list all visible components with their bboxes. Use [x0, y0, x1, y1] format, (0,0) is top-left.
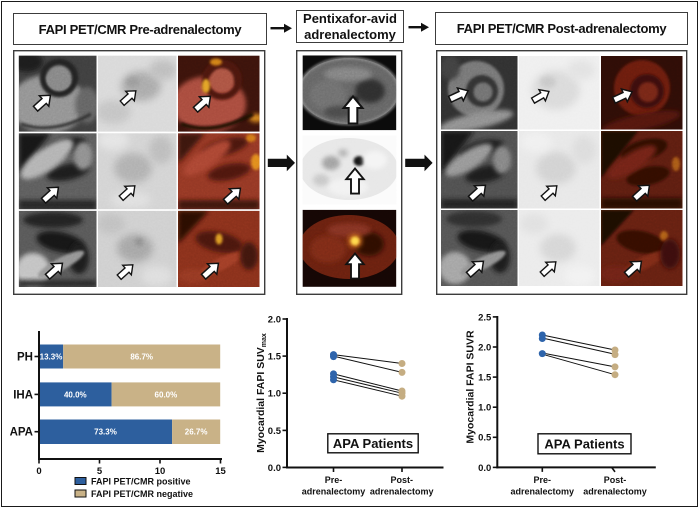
svg-text:0.0: 0.0 — [478, 463, 491, 474]
svg-text:1.0: 1.0 — [268, 389, 281, 400]
svg-text:FAPI PET/CMR positive: FAPI PET/CMR positive — [91, 477, 191, 487]
svg-text:10: 10 — [155, 466, 166, 477]
svg-text:73.3%: 73.3% — [94, 428, 117, 437]
svg-text:APA: APA — [10, 427, 33, 439]
svg-text:PH: PH — [17, 352, 33, 364]
svg-text:1.5: 1.5 — [268, 352, 282, 363]
svg-text:40.0%: 40.0% — [64, 390, 87, 399]
svg-text:5: 5 — [97, 466, 103, 477]
svg-text:60.0%: 60.0% — [155, 390, 178, 399]
svg-text:APA Patients: APA Patients — [544, 436, 624, 451]
svg-text:15: 15 — [215, 466, 226, 477]
svg-text:adrenalectomy: adrenalectomy — [302, 487, 366, 497]
svg-text:Post-: Post- — [604, 475, 627, 485]
svg-text:IHA: IHA — [13, 389, 33, 401]
svg-text:Myocardial FAPI SUVmax: Myocardial FAPI SUVmax — [255, 333, 268, 453]
svg-text:0.0: 0.0 — [268, 463, 281, 474]
svg-text:FAPI PET/CMR negative: FAPI PET/CMR negative — [91, 489, 193, 499]
svg-text:1.0: 1.0 — [478, 403, 491, 414]
svg-text:86.7%: 86.7% — [130, 353, 153, 362]
svg-text:adrenalectomy: adrenalectomy — [511, 487, 575, 497]
svg-text:APA Patients: APA Patients — [333, 436, 413, 451]
svg-text:1.5: 1.5 — [478, 373, 492, 384]
svg-text:13.3%: 13.3% — [40, 353, 63, 362]
svg-text:Pre-: Pre- — [325, 475, 343, 485]
svg-text:Myocardial FAPI SUVR: Myocardial FAPI SUVR — [465, 330, 477, 444]
svg-text:2.0: 2.0 — [268, 314, 281, 325]
svg-text:Post-: Post- — [390, 475, 413, 485]
svg-text:2.0: 2.0 — [478, 342, 491, 353]
svg-text:Pre-: Pre- — [534, 475, 552, 485]
svg-text:adrenalectomy: adrenalectomy — [370, 487, 434, 497]
svg-text:adrenalectomy: adrenalectomy — [583, 487, 647, 497]
svg-text:2.5: 2.5 — [478, 312, 492, 323]
svg-text:0.5: 0.5 — [268, 426, 282, 437]
svg-text:26.7%: 26.7% — [185, 428, 208, 437]
svg-text:0: 0 — [36, 466, 41, 477]
svg-text:0.5: 0.5 — [478, 433, 492, 444]
